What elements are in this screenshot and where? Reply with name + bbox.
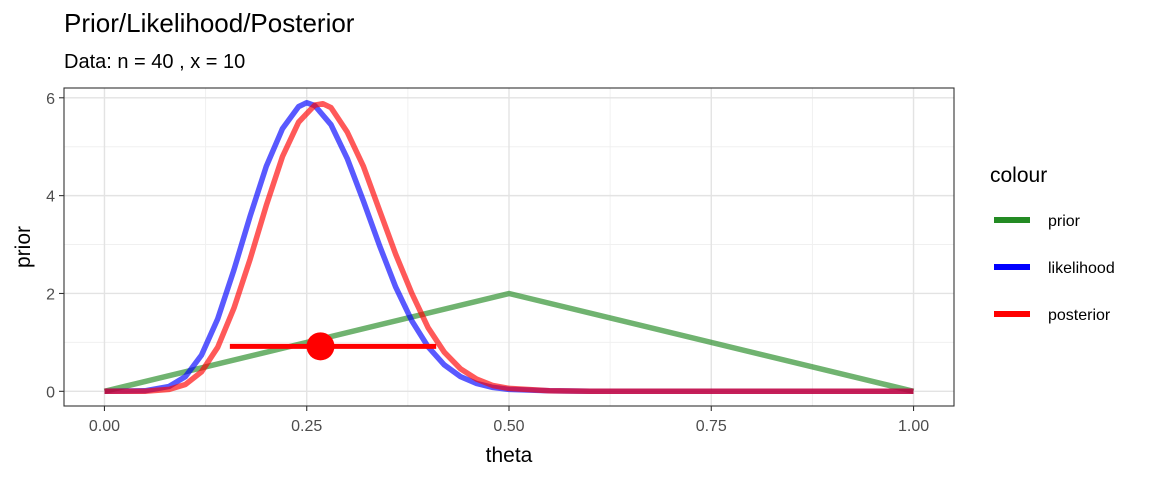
series-line-prior: [103, 290, 915, 394]
chart-subtitle: Data: n = 40 , x = 10: [64, 51, 245, 73]
legend-label-posterior: posterior: [1048, 307, 1111, 324]
interval-layer: [229, 332, 437, 361]
legend-label-likelihood: likelihood: [1048, 260, 1115, 277]
x-tick-label: 0.00: [89, 418, 120, 435]
y-tick-label: 4: [46, 189, 55, 206]
posterior-point: [306, 332, 335, 361]
legend-items: prior likelihood posterior: [994, 213, 1115, 324]
chart-title: Prior/Likelihood/Posterior: [64, 8, 355, 38]
y-tick-label: 0: [46, 384, 55, 401]
x-tick-label: 1.00: [898, 418, 929, 435]
series-line-posterior: [104, 100, 914, 395]
series-layer: [103, 99, 915, 395]
y-axis-title: prior: [12, 226, 35, 268]
x-axis-title: theta: [486, 444, 533, 467]
x-tick-label: 0.75: [696, 418, 727, 435]
x-tick-label: 0.50: [493, 418, 524, 435]
x-axis: 0.00 0.25 0.50 0.75 1.00: [89, 406, 929, 435]
y-axis: 0 2 4 6: [46, 91, 64, 401]
legend-label-prior: prior: [1048, 213, 1081, 230]
legend: colour prior likelihood posterior: [990, 164, 1115, 324]
x-tick-label: 0.25: [291, 418, 322, 435]
y-tick-label: 2: [46, 286, 55, 303]
y-tick-label: 6: [46, 91, 55, 108]
legend-title: colour: [990, 164, 1047, 187]
